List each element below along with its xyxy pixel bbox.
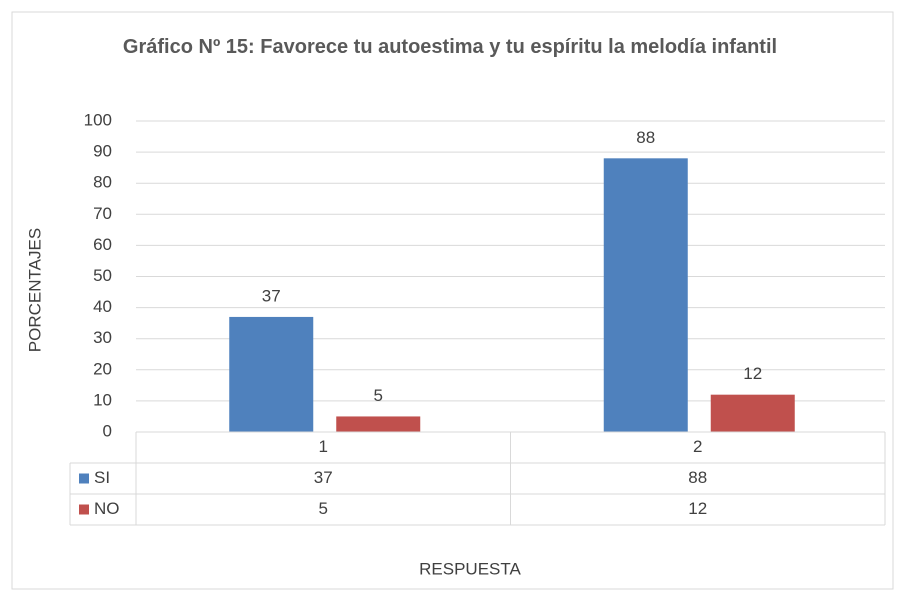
y-tick-label: 30 [93,328,112,347]
chart-border [11,11,894,590]
y-tick-label: 80 [93,173,112,192]
data-label: 12 [743,364,762,383]
table-value: 88 [688,468,707,487]
legend-key [79,504,89,515]
x-tick-label: 1 [319,437,328,456]
data-label: 37 [262,286,281,305]
chart-title: Gráfico Nº 15: Favorece tu autoestima y … [122,36,778,58]
y-tick-label: 20 [93,359,112,378]
table-value: 5 [319,499,328,518]
y-tick-label: 50 [93,266,112,285]
bar [603,158,688,432]
bar [336,416,421,432]
legend-label: SI [94,468,110,487]
y-axis-label: PORCENTAJES [25,228,44,352]
y-tick-label: 60 [93,235,112,254]
y-tick-label: 90 [93,142,112,161]
y-tick-label: 70 [93,204,112,223]
legend-key [79,473,89,484]
table-value: 37 [314,468,333,487]
y-tick-label: 100 [84,110,112,129]
x-tick-label: 2 [693,437,702,456]
bar [710,394,795,432]
data-label: 5 [374,386,383,405]
data-label: 88 [636,128,655,147]
legend-label: NO [94,499,120,518]
bar [229,316,314,432]
y-tick-label: 40 [93,297,112,316]
y-tick-label: 0 [103,421,112,440]
x-axis-label: RESPUESTA [419,559,521,578]
y-tick-label: 10 [93,390,112,409]
table-value: 12 [688,499,707,518]
